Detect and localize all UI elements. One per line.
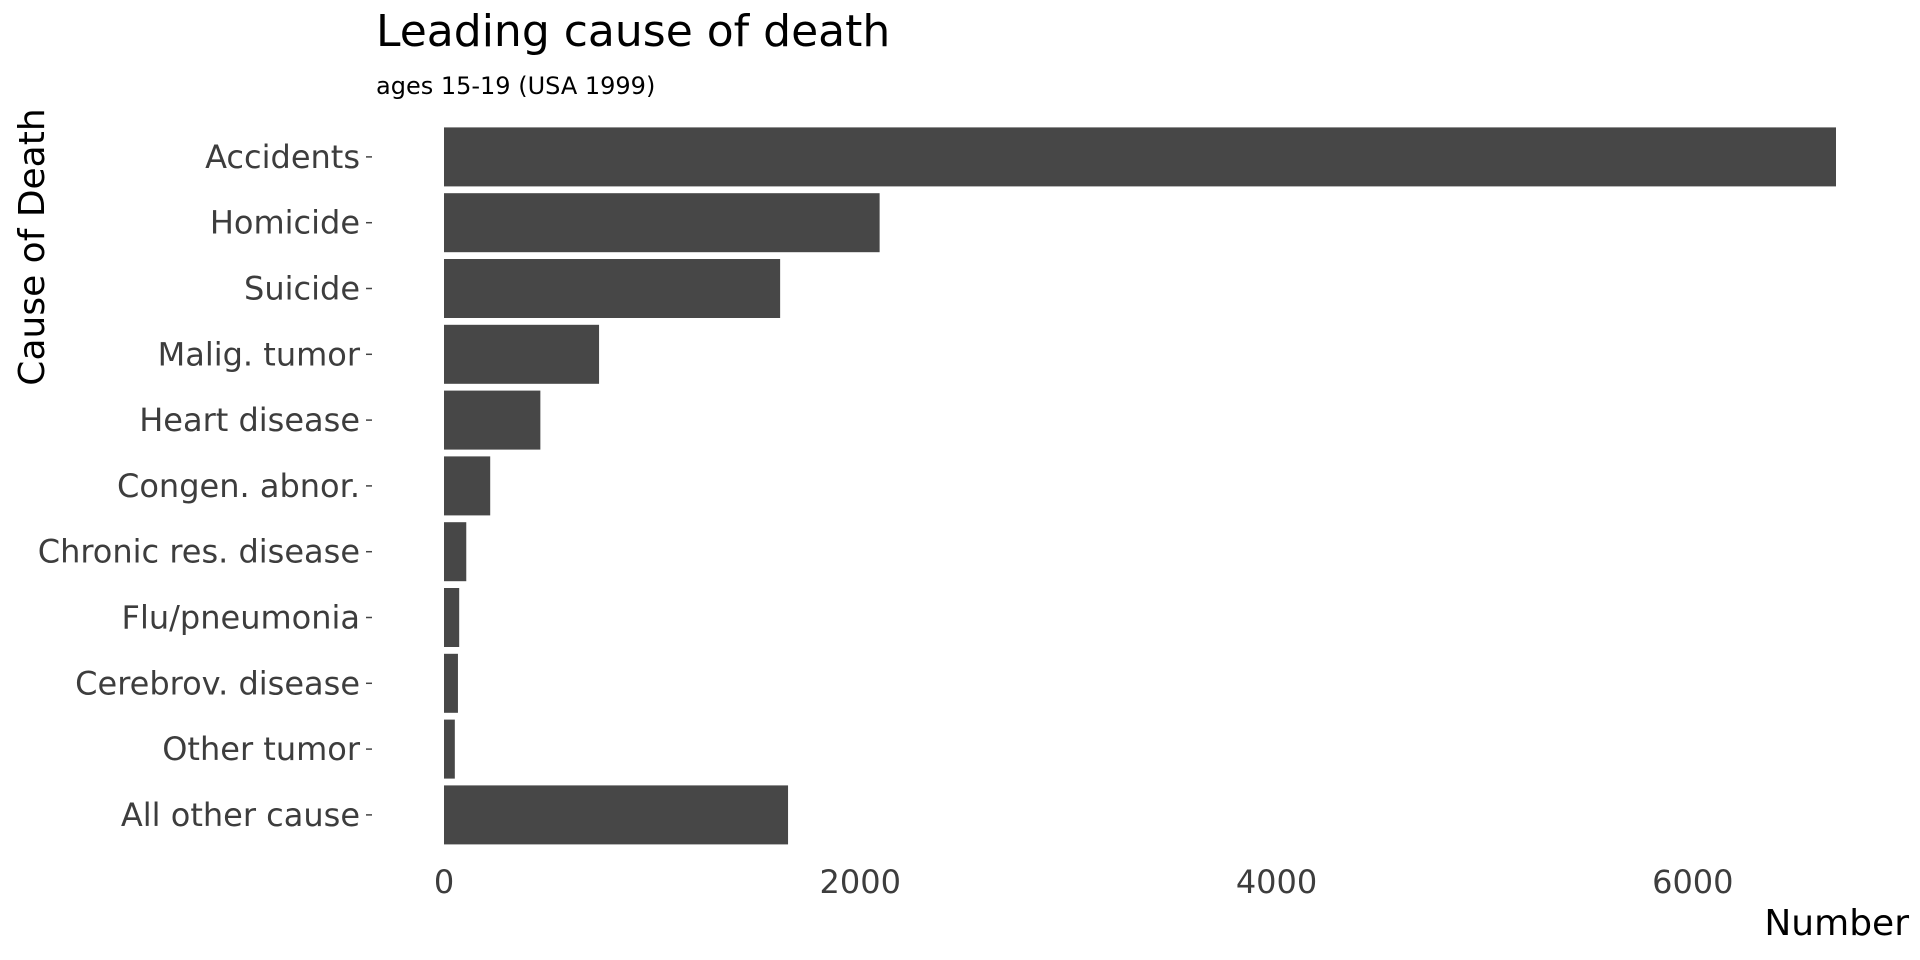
y-tick-label: Malig. tumor: [158, 335, 361, 373]
chart-title: Leading cause of death: [376, 6, 890, 57]
x-tick-label: 6000: [1652, 863, 1733, 901]
bar-malig-tumor: [444, 324, 600, 384]
y-tick-label: Flu/pneumonia: [122, 599, 360, 637]
x-tick-label: 0: [434, 863, 454, 901]
bar-all-other-cause: [444, 785, 789, 845]
bar-homicide: [444, 193, 880, 253]
x-tick-label: 4000: [1236, 863, 1317, 901]
y-tick-label: Suicide: [244, 270, 360, 308]
bar-heart-disease: [444, 390, 541, 450]
y-tick-label: Heart disease: [139, 401, 360, 439]
x-axis: 0 2000 4000 6000: [434, 863, 1734, 901]
bar-chronic-res-disease: [444, 522, 467, 582]
y-tick-label: Homicide: [210, 204, 360, 242]
y-axis-title: Cause of Death: [12, 108, 53, 385]
x-tick-label: 2000: [820, 863, 901, 901]
y-tick-label: Cerebrov. disease: [75, 664, 360, 702]
bar-flu-pneumonia: [444, 588, 460, 647]
bar-other-tumor: [444, 719, 455, 779]
bar-cerebrov-disease: [444, 653, 458, 713]
bars-layer: [444, 127, 1836, 845]
y-tick-label: Other tumor: [162, 730, 361, 768]
bar-congen-abnor: [444, 456, 491, 516]
y-tick-label: Chronic res. disease: [38, 533, 360, 571]
y-tick-label: Congen. abnor.: [117, 467, 360, 505]
y-axis: Accidents Homicide Suicide Malig. tumor Hear…: [38, 138, 372, 834]
x-axis-title: Number: [1764, 903, 1909, 944]
y-tick-label: All other cause: [121, 796, 360, 834]
bar-accidents: [444, 127, 1836, 187]
y-tick-label: Accidents: [205, 138, 360, 176]
chart-subtitle: ages 15-19 (USA 1999): [376, 72, 655, 100]
bar-suicide: [444, 259, 781, 318]
